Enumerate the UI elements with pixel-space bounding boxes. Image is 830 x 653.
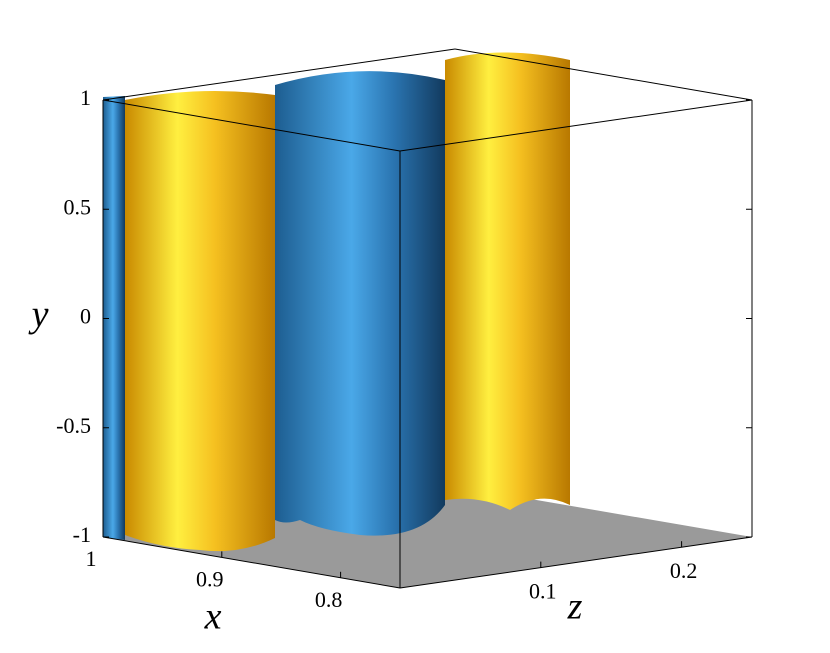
floor [103, 486, 752, 588]
isosurfaces [103, 52, 752, 588]
x-tick-label: 1 [86, 546, 97, 571]
y-tick-label: -0.5 [56, 413, 91, 438]
y-tick-label: -1 [73, 522, 91, 547]
x-tick-label: 0.9 [196, 566, 224, 591]
y-tick-label: 0 [80, 304, 91, 329]
blue-cylinder [275, 71, 445, 536]
z-tick-label: 0.2 [670, 558, 698, 583]
y-axis-label: y [28, 294, 49, 336]
x-tick-label: 0.8 [315, 587, 343, 612]
box-edge [102, 48, 456, 101]
box-edge [102, 99, 401, 152]
yellow-sheet [445, 52, 570, 510]
y-tick-label: 1 [80, 85, 91, 110]
z-tick-label: 0.1 [529, 579, 557, 604]
z-axis-label: z [567, 586, 583, 628]
yellow-cylinder [125, 91, 275, 552]
box-edge [399, 99, 753, 152]
box-edge [399, 536, 753, 589]
y-tick-label: 0.5 [64, 194, 92, 219]
box-edge [102, 536, 401, 589]
box-edge [454, 48, 753, 101]
blue-strip [103, 96, 125, 540]
x-axis-label: x [204, 596, 222, 638]
